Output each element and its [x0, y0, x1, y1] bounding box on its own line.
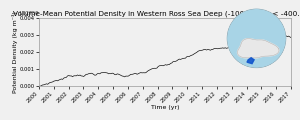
Polygon shape	[237, 39, 279, 58]
Polygon shape	[227, 9, 286, 68]
X-axis label: Time (yr): Time (yr)	[151, 105, 179, 110]
Y-axis label: Potential Density (kg m⁻³): Potential Density (kg m⁻³)	[12, 11, 18, 93]
Polygon shape	[247, 58, 254, 64]
Text: 1.02750: 1.02750	[19, 11, 39, 16]
Title: Volume-Mean Potential Density in Western Ross Sea Deep (-1000.0 < z < -400.0 m): Volume-Mean Potential Density in Western…	[14, 10, 300, 17]
